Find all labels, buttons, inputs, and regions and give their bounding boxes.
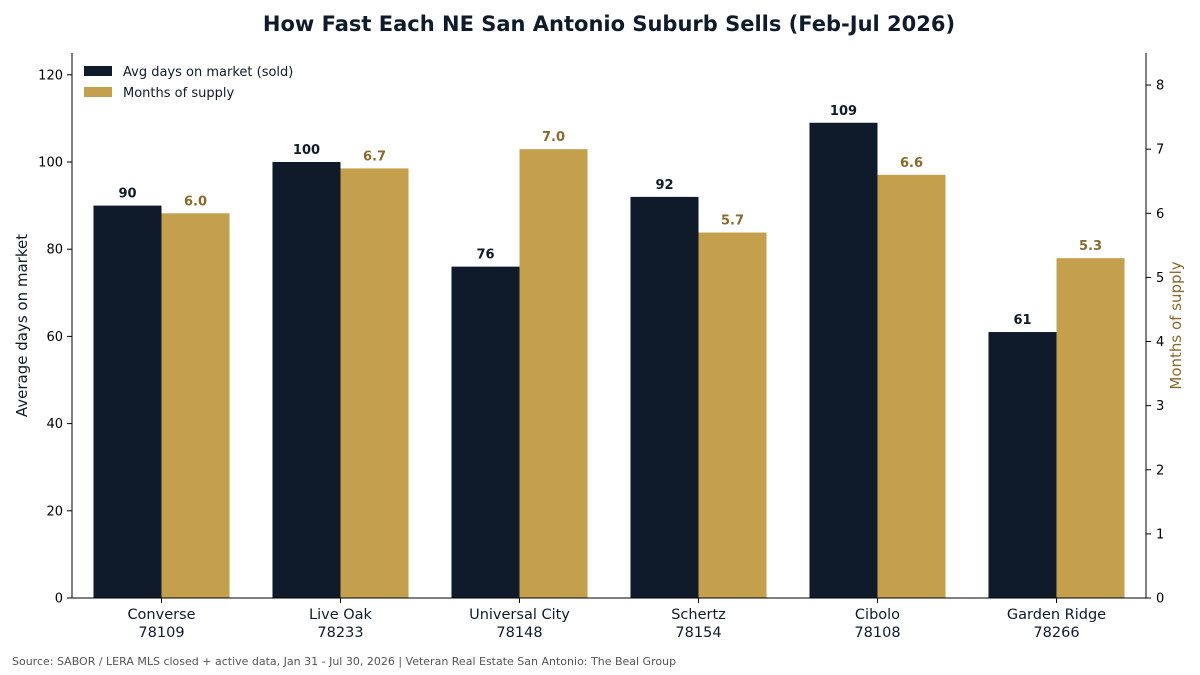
source-note: Source: SABOR / LERA MLS closed + active… [12, 655, 677, 668]
right-tick-label-3: 3 [1156, 399, 1164, 414]
right-tick-label-6: 6 [1156, 207, 1164, 222]
left-tick-label-4: 80 [46, 243, 63, 258]
x-tick-zip-1: 78233 [317, 625, 363, 641]
bar-days-4 [809, 122, 878, 598]
left-tick-label-6: 120 [38, 68, 63, 83]
bar-days-5 [988, 332, 1057, 598]
right-tick-label-7: 7 [1156, 143, 1164, 158]
left-tick-label-3: 60 [46, 330, 63, 345]
data-label-supply-0: 6.0 [184, 194, 207, 209]
chart-title: How Fast Each NE San Antonio Suburb Sell… [263, 12, 955, 36]
left-tick-label-1: 20 [46, 504, 63, 519]
data-label-days-0: 90 [118, 187, 136, 202]
bar-days-1 [272, 162, 341, 598]
left-tick-label-5: 100 [38, 156, 63, 171]
right-tick-label-1: 1 [1156, 527, 1164, 542]
x-tick-zip-4: 78108 [854, 625, 900, 641]
data-label-supply-4: 6.6 [900, 156, 923, 171]
data-label-supply-5: 5.3 [1079, 239, 1102, 254]
bar-days-2 [451, 266, 520, 598]
left-axis-label: Average days on market [13, 234, 31, 417]
data-label-days-5: 61 [1013, 313, 1031, 328]
left-tick-label-0: 0 [55, 592, 63, 607]
data-label-days-4: 109 [830, 104, 857, 119]
x-tick-label-5: Garden Ridge [1007, 607, 1106, 623]
data-labels-group: 90 6.0 100 6.7 76 7.0 92 5.7 109 6.6 61 5.3 [118, 104, 1102, 328]
x-tick-zip-3: 78154 [675, 625, 721, 641]
data-label-days-3: 92 [655, 178, 673, 193]
x-tick-zip-5: 78266 [1033, 625, 1079, 641]
right-tick-label-0: 0 [1156, 592, 1164, 607]
right-tick-label-5: 5 [1156, 271, 1164, 286]
data-label-supply-3: 5.7 [721, 214, 744, 229]
data-label-days-1: 100 [293, 143, 320, 158]
x-tick-label-2: Universal City [469, 607, 570, 623]
legend-swatch-0 [84, 66, 112, 76]
x-tick-zip-2: 78148 [496, 625, 542, 641]
bar-supply-3 [698, 232, 767, 598]
bar-days-3 [630, 196, 699, 598]
bar-days-0 [93, 205, 162, 598]
left-tick-label-2: 40 [46, 417, 63, 432]
x-tick-label-3: Schertz [671, 607, 726, 623]
legend: Avg days on market (sold) Months of suppl… [84, 65, 293, 101]
legend-label-1: Months of supply [123, 86, 234, 101]
right-axis-label: Months of supply [1167, 261, 1185, 389]
bar-supply-1 [340, 168, 409, 599]
legend-swatch-1 [84, 87, 112, 97]
legend-label-0: Avg days on market (sold) [123, 65, 293, 80]
x-tick-zip-0: 78109 [138, 625, 184, 641]
bar-supply-5 [1056, 258, 1125, 598]
x-tick-label-4: Cibolo [855, 607, 900, 623]
bars-group [93, 122, 1125, 599]
data-label-days-2: 76 [476, 248, 494, 263]
data-label-supply-1: 6.7 [363, 149, 386, 164]
bar-supply-4 [877, 174, 946, 598]
bar-supply-2 [519, 149, 588, 599]
x-tick-label-0: Converse [127, 607, 195, 623]
bar-supply-0 [161, 213, 230, 598]
x-tick-label-1: Live Oak [309, 607, 373, 623]
right-tick-label-4: 4 [1156, 335, 1164, 350]
right-tick-label-2: 2 [1156, 463, 1164, 478]
right-tick-label-8: 8 [1156, 79, 1164, 94]
data-label-supply-2: 7.0 [542, 130, 565, 145]
